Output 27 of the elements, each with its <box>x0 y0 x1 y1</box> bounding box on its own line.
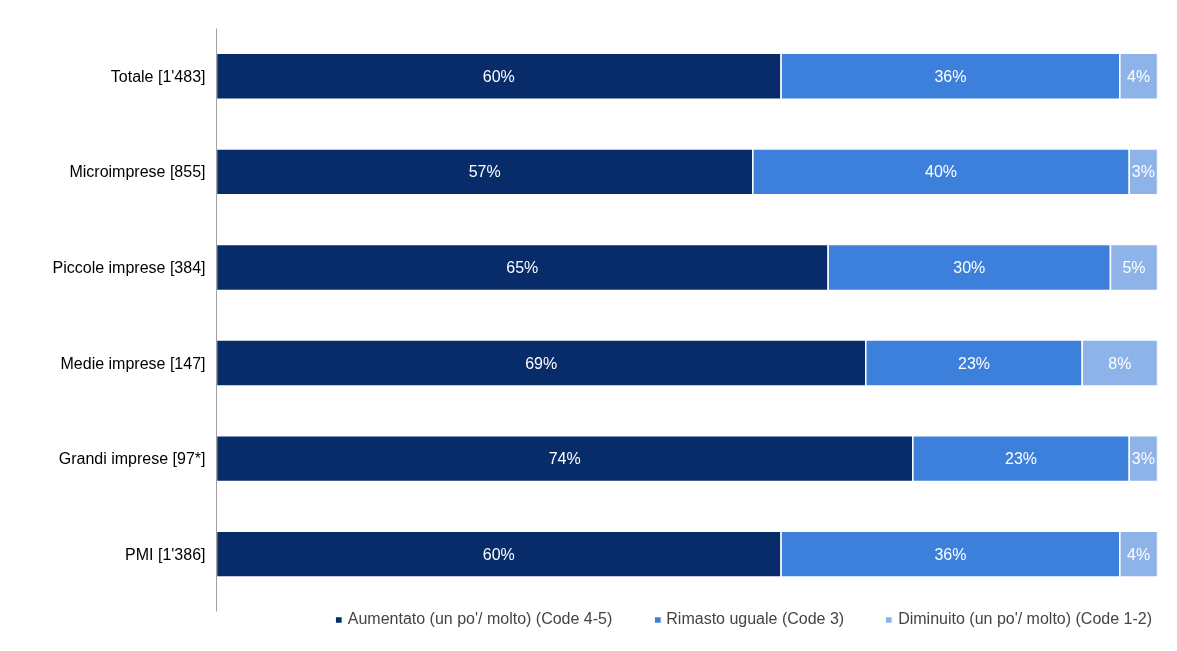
data-label: 36% <box>934 545 967 563</box>
data-label: 8% <box>1108 354 1132 372</box>
y-tick-label: Microimprese [855] <box>69 163 206 181</box>
data-label: 4% <box>1127 67 1151 85</box>
data-label: 60% <box>482 67 515 85</box>
data-label: 69% <box>525 354 558 372</box>
data-label: 57% <box>468 163 501 181</box>
data-label: 40% <box>925 163 958 181</box>
y-tick-label: Grandi imprese [97*] <box>58 450 206 468</box>
data-label: 74% <box>548 450 581 468</box>
data-label: 3% <box>1131 450 1155 468</box>
data-label: 36% <box>934 67 967 85</box>
data-label: 60% <box>482 545 515 563</box>
data-label: 65% <box>506 258 539 276</box>
data-label: 23% <box>1005 450 1038 468</box>
y-tick-label: Piccole imprese [384] <box>52 258 206 276</box>
legend-label: Aumentato (un po'/ molto) (Code 4-5) <box>347 610 613 628</box>
legend-label: Rimasto uguale (Code 3) <box>666 610 845 628</box>
data-label: 30% <box>953 258 986 276</box>
data-label: 23% <box>957 354 991 372</box>
y-tick-label: Totale [1'483] <box>110 67 206 85</box>
y-tick-label: PMI [1'386] <box>125 545 206 563</box>
data-label: 4% <box>1127 545 1151 563</box>
y-tick-label: Medie imprese [147] <box>60 354 206 372</box>
data-label: 5% <box>1122 258 1146 276</box>
data-label: 3% <box>1131 163 1155 181</box>
legend-label: Diminuito (un po'/ molto) (Code 1-2) <box>898 610 1152 628</box>
